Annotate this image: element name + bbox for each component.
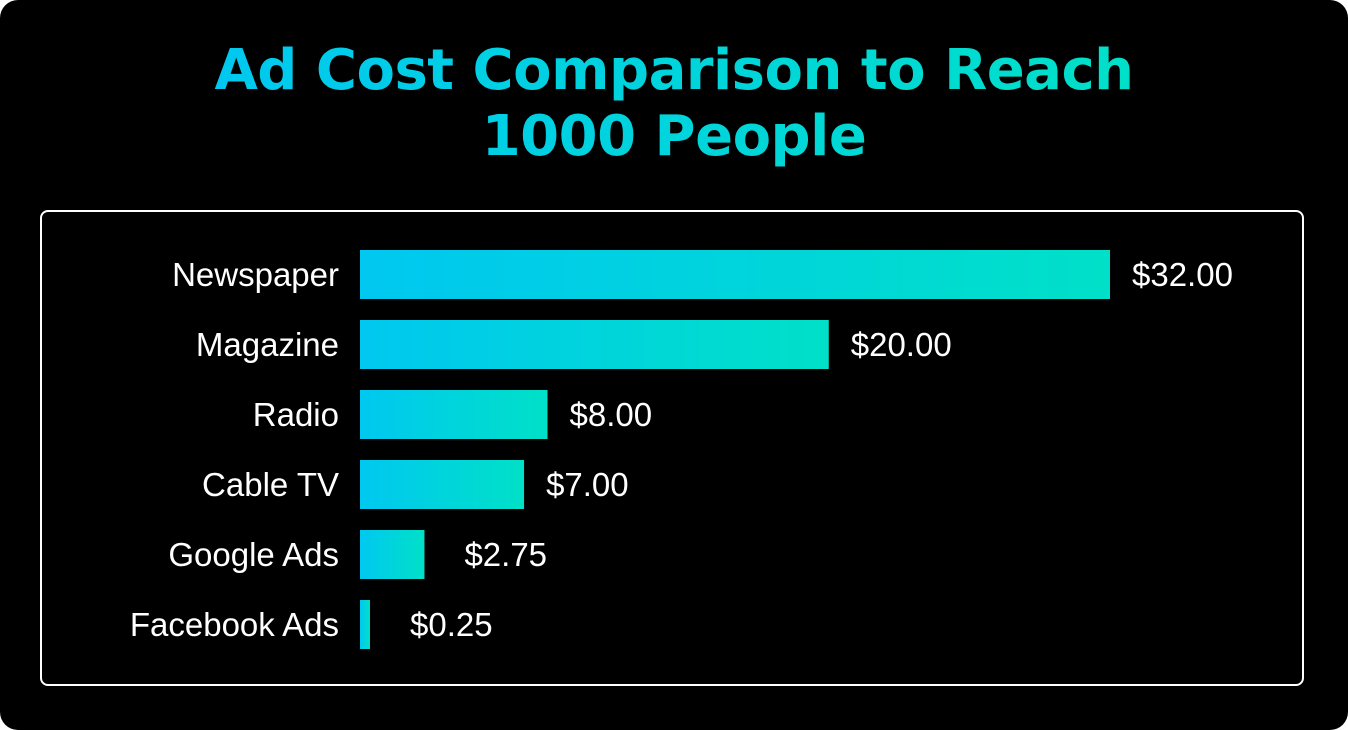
- value-label: $20.00: [851, 326, 952, 363]
- category-label: Cable TV: [202, 466, 339, 503]
- value-label: $7.00: [546, 466, 629, 503]
- bar: [360, 320, 829, 369]
- value-label: $2.75: [464, 536, 547, 573]
- category-label: Radio: [253, 396, 339, 433]
- bars-layer: Newspaper $32.00 Magazine $20.00 Radio $8.00 C…: [130, 250, 1233, 649]
- value-label: $32.00: [1132, 256, 1233, 293]
- bar: [360, 390, 548, 439]
- category-label: Facebook Ads: [130, 606, 339, 643]
- bar: [360, 460, 525, 509]
- category-label: Magazine: [196, 326, 339, 363]
- bar: [360, 530, 425, 579]
- category-label: Newspaper: [172, 256, 339, 293]
- chart-title-line-2: 1000 People: [214, 104, 1133, 170]
- chart-title: Ad Cost Comparison to Reach 1000 People: [0, 38, 1348, 170]
- category-label: Google Ads: [168, 536, 339, 573]
- plot-frame: [40, 210, 1304, 686]
- value-label: $8.00: [570, 396, 653, 433]
- chart-title-line-1: Ad Cost Comparison to Reach: [214, 38, 1134, 103]
- value-label: $0.25: [410, 606, 493, 643]
- bar: [360, 250, 1110, 299]
- bar: [360, 600, 370, 649]
